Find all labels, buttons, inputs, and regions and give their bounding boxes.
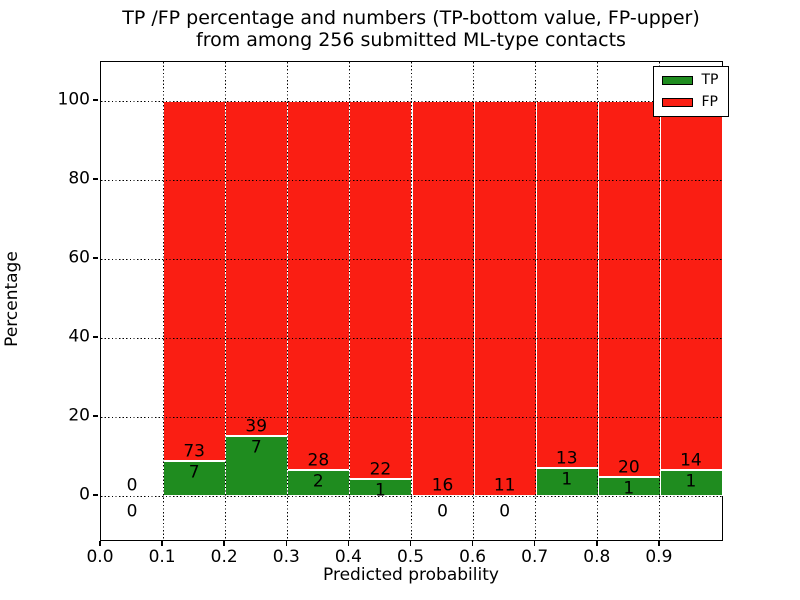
tp-count-label: 1	[561, 469, 573, 490]
y-tick-mark	[93, 336, 98, 338]
fp-count-label: 20	[618, 457, 640, 478]
x-tick-mark	[471, 541, 474, 546]
tp-count-label: 7	[188, 462, 200, 483]
gridline-horizontal	[101, 258, 722, 260]
gridline-vertical	[473, 62, 475, 540]
tp-count-label: 2	[312, 471, 324, 492]
y-tick-mark	[93, 178, 98, 180]
legend-entry: TP	[661, 72, 719, 88]
fp-bar-segment	[597, 101, 661, 478]
tp-bar-segment	[659, 469, 723, 496]
gridline-vertical	[411, 62, 412, 540]
fp-count-label: 73	[183, 441, 205, 462]
gridline-vertical	[535, 62, 537, 540]
tp-count-label: 7	[250, 437, 262, 458]
fp-count-label: 16	[431, 475, 454, 496]
y-tick-label: 100	[57, 89, 90, 110]
x-tick-label: 0.4	[334, 547, 362, 567]
fp-bar-segment	[659, 101, 723, 470]
gridline-horizontal	[101, 416, 722, 418]
gridline-vertical	[224, 62, 226, 540]
tp-bar-segment	[535, 467, 599, 496]
gridline-horizontal	[101, 337, 722, 339]
fp-count-label: 22	[369, 459, 392, 480]
tp-count-label: 1	[685, 471, 697, 492]
x-tick-label: 0.0	[86, 547, 114, 567]
plot-area: 0 0 73 7 39 7 28 2 22 1 16 0 11 0 13 1 20 1 14 1	[100, 61, 723, 541]
x-tick-mark	[658, 541, 660, 546]
y-tick-mark	[93, 257, 98, 259]
y-tick-label: 80	[68, 168, 90, 189]
y-tick-mark	[93, 99, 98, 101]
y-tick-mark	[93, 415, 98, 417]
chart-title-line-1: TP /FP percentage and numbers (TP-bottom…	[122, 7, 700, 29]
x-tick-mark	[409, 541, 412, 546]
y-tick-label: 40	[68, 326, 90, 347]
y-tick-label: 60	[68, 247, 90, 268]
y-tick-label: 0	[79, 484, 90, 505]
gridline-horizontal	[101, 179, 722, 181]
x-tick-label: 0.3	[272, 547, 300, 567]
gridline-vertical	[348, 62, 350, 540]
gridline-horizontal	[101, 495, 722, 497]
chart-title: TP /FP percentage and numbers (TP-bottom…	[11, 7, 800, 51]
x-tick-label: 0.5	[396, 547, 425, 567]
x-tick-mark	[161, 541, 163, 546]
tp-bar-segment	[225, 435, 289, 496]
fp-bar-segment	[411, 101, 475, 496]
fp-bar-segment	[163, 101, 227, 462]
fp-bar-segment	[535, 101, 599, 468]
legend-entry: FP	[661, 94, 719, 110]
x-tick-mark	[347, 541, 350, 546]
x-tick-label: 0.6	[459, 547, 487, 567]
fp-bar-segment	[225, 101, 289, 436]
gridline-vertical	[162, 62, 164, 540]
x-tick-label: 0.8	[583, 547, 611, 567]
fp-bar-segment	[349, 101, 413, 479]
y-tick-mark	[93, 494, 98, 496]
x-tick-label: 0.1	[148, 547, 176, 567]
legend-label: TP	[701, 72, 719, 88]
y-tick-label: 20	[68, 405, 90, 426]
x-tick-mark	[99, 541, 101, 546]
fp-count-label: 14	[680, 450, 702, 471]
fp-count-label: 0	[126, 475, 138, 496]
y-axis-label: Percentage	[2, 251, 22, 347]
gridline-vertical	[286, 62, 288, 540]
tp-count-label: 1	[623, 478, 635, 499]
x-tick-mark	[285, 541, 288, 546]
gridline-vertical	[597, 62, 599, 540]
fp-count-label: 11	[493, 475, 516, 496]
legend-label: FP	[701, 94, 719, 110]
gridline-horizontal	[101, 100, 722, 102]
tp-legend-swatch	[661, 76, 693, 85]
fp-count-label: 39	[245, 416, 268, 437]
x-tick-label: 0.9	[645, 547, 673, 567]
fp-count-label: 13	[555, 448, 578, 469]
tp-bar-segment	[163, 461, 227, 496]
chart-title-line-2: from among 256 submitted ML-type contact…	[196, 29, 626, 51]
gridline-vertical	[659, 62, 661, 540]
x-tick-mark	[533, 541, 536, 546]
tp-bar-segment	[287, 469, 351, 496]
tp-count-label: 0	[499, 501, 511, 522]
x-tick-mark	[223, 541, 225, 546]
fp-count-label: 28	[307, 450, 330, 471]
x-tick-label: 0.2	[210, 547, 238, 567]
x-axis-label: Predicted probability	[323, 565, 499, 585]
x-tick-label: 0.7	[521, 547, 549, 567]
tp-count-label: 0	[437, 501, 448, 522]
tp-count-label: 1	[375, 480, 386, 501]
tp-count-label: 0	[126, 501, 138, 522]
fp-legend-swatch	[661, 98, 693, 107]
x-tick-mark	[596, 541, 598, 546]
fp-bar-segment	[287, 101, 351, 470]
legend: TP FP	[652, 66, 729, 117]
fp-bar-segment	[473, 101, 537, 496]
